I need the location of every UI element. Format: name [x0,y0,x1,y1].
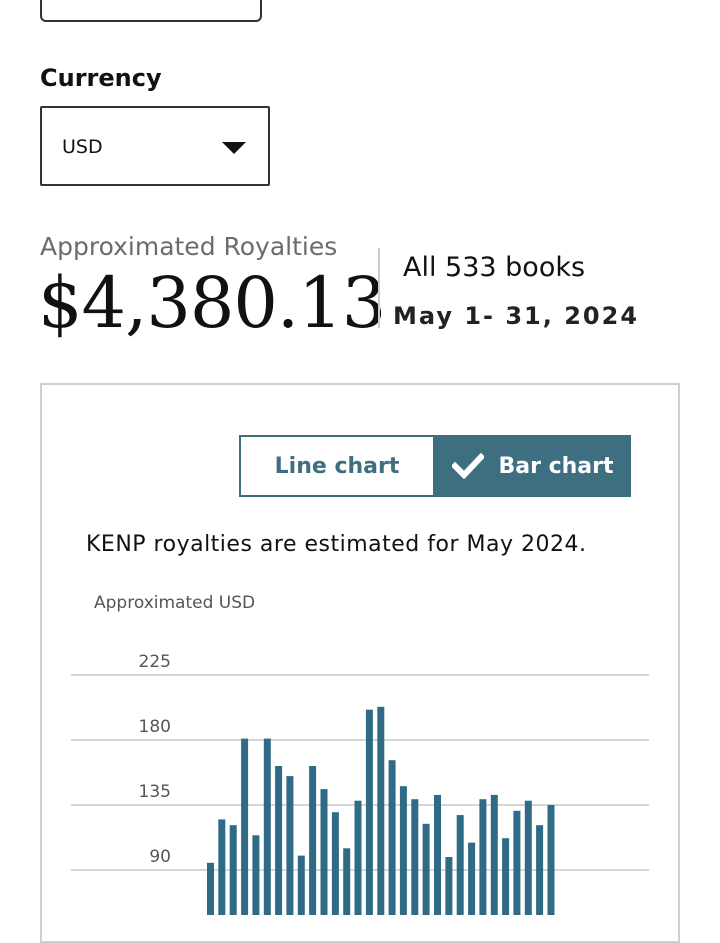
bar[interactable] [377,706,385,915]
bar[interactable] [411,799,419,915]
bar[interactable] [286,776,294,915]
line-chart-label: Line chart [274,453,400,479]
bar-chart-button[interactable]: Bar chart [435,435,631,497]
y-tick-label: 90 [149,847,171,867]
currency-selected-value: USD [62,136,103,158]
date-range: May 1- 31, 2024 [393,302,640,330]
line-chart-button[interactable]: Line chart [239,435,435,497]
bar[interactable] [434,794,441,915]
bar[interactable] [229,825,237,915]
y-tick-label: 135 [139,782,171,802]
caret-down-icon [222,142,246,154]
top-dropdown[interactable] [40,0,262,22]
y-tick-label: 180 [139,717,171,737]
bar[interactable] [354,800,362,915]
books-count: All 533 books [403,252,586,283]
bar[interactable] [275,766,283,915]
bar[interactable] [331,812,339,915]
bar[interactable] [399,786,407,915]
bar[interactable] [263,738,271,915]
bar[interactable] [207,862,214,915]
currency-dropdown[interactable]: USD [40,106,270,186]
bar[interactable] [513,810,521,915]
royalties-bar-chart: Approximated USD 225 180 135 90 [71,593,649,915]
bar[interactable] [502,838,510,915]
bar-chart-label: Bar chart [498,453,614,479]
bar[interactable] [252,835,260,915]
bar[interactable] [479,799,487,915]
royalties-amount: $4,380.13 [38,262,386,344]
summary-divider [378,248,380,328]
bar[interactable] [241,738,249,915]
bar[interactable] [320,789,328,915]
bar[interactable] [490,794,498,915]
chart-panel: Line chart Bar chart KENP royalties are … [40,383,680,943]
bar[interactable] [218,819,226,915]
bar[interactable] [388,760,396,915]
currency-label: Currency [40,64,162,92]
y-axis-label: Approximated USD [94,593,255,613]
royalties-label: Approximated Royalties [40,232,338,261]
bar[interactable] [309,766,317,915]
bar[interactable] [524,800,532,915]
kenp-note: KENP royalties are estimated for May 202… [86,532,587,557]
checkmark-icon [452,453,485,479]
bar[interactable] [343,848,351,915]
bar[interactable] [297,855,305,915]
bar[interactable] [468,842,476,915]
y-tick-label: 225 [139,652,171,672]
bar[interactable] [456,815,464,915]
bar[interactable] [422,823,430,915]
bar[interactable] [536,825,544,915]
bar[interactable] [547,805,555,915]
chart-type-toggle: Line chart Bar chart [239,435,631,497]
bar[interactable] [445,857,453,915]
bar[interactable] [365,709,373,915]
